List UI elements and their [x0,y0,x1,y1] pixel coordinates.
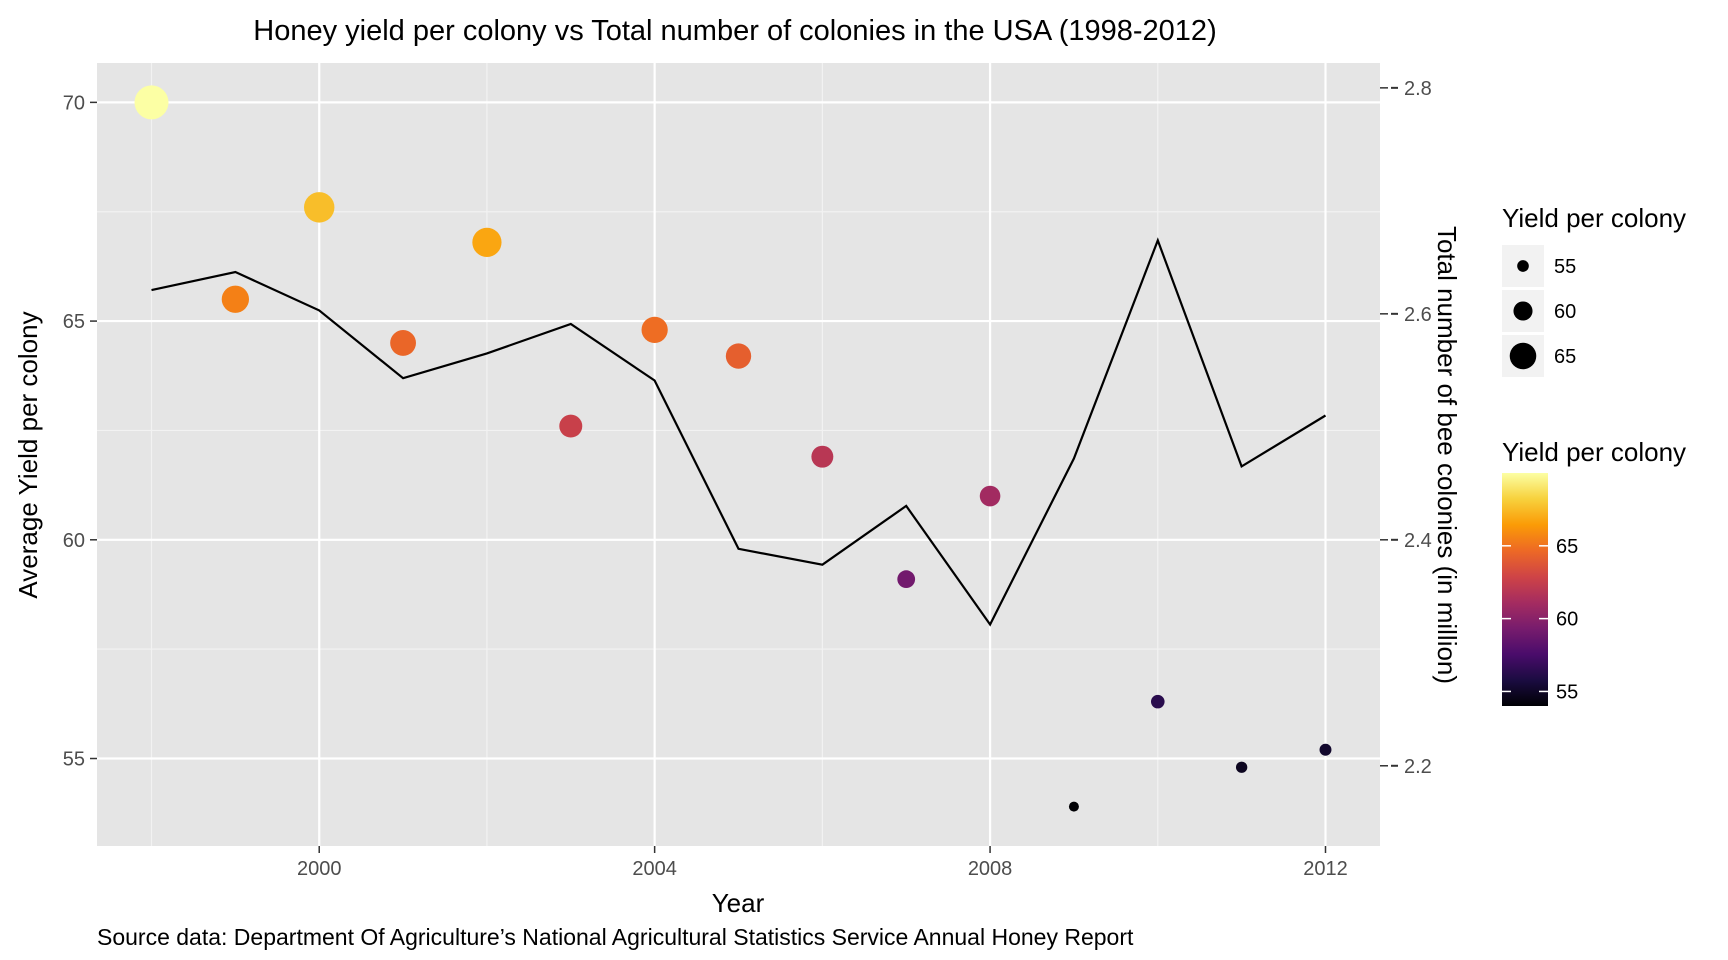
yield-point [1068,801,1079,812]
color-legend-bar [1502,473,1548,706]
colonies-line [151,237,1327,627]
size-legend-dot [1517,260,1529,272]
size-legend-dot [1513,301,1533,321]
y-tick-label: 60 [63,530,85,552]
plot-panel [97,63,1380,846]
yield-point [641,316,668,343]
y2-axis-label: Total number of bee colonies (in million… [1432,226,1462,684]
yield-point [1319,743,1332,756]
x-axis: 2000 2004 2008 2012 [297,846,1348,880]
chart-title: Honey yield per colony vs Total number o… [253,15,1216,47]
color-legend: 65 60 55 [1502,536,1578,703]
y-tick-label: 55 [63,749,85,771]
yield-point [559,414,583,438]
y-axis-label: Average Yield per colony [13,311,43,598]
x-tick-label: 2012 [1303,858,1348,880]
color-legend-label: 60 [1556,609,1578,631]
size-legend-label: 55 [1554,256,1576,278]
yield-point [221,285,250,313]
x-axis-label: Year [712,888,765,918]
x-tick-label: 2004 [632,858,677,880]
y2-tick-label: 2.4 [1404,530,1432,552]
yield-points [134,85,1332,812]
y-axis-right: 2.2 2.4 2.6 2.8 [1380,78,1432,778]
y-tick-label: 70 [63,92,85,114]
y-axis-left: 55 60 65 70 [63,92,97,771]
color-legend-label: 55 [1556,681,1578,703]
y2-tick-label: 2.2 [1404,756,1432,778]
yield-point [472,227,502,257]
source-caption: Source data: Department Of Agriculture’s… [97,924,1134,950]
yield-point [811,445,834,468]
yield-point [1235,761,1248,773]
grid-major [97,63,1380,846]
yield-point [725,343,752,369]
yield-point [134,85,169,120]
yield-point [304,192,335,223]
color-legend-title: Yield per colony [1502,437,1686,467]
yield-point [979,485,1001,507]
y2-tick-label: 2.8 [1404,78,1432,100]
size-legend: 55 60 65 [1502,245,1576,377]
color-legend-label: 65 [1556,536,1578,558]
size-legend-title: Yield per colony [1502,203,1686,233]
y2-tick-label: 2.6 [1404,304,1432,326]
yield-point [390,330,416,356]
size-legend-label: 60 [1554,301,1576,323]
size-legend-label: 65 [1554,346,1576,368]
x-tick-label: 2008 [968,858,1013,880]
size-legend-dot [1509,342,1537,370]
yield-point [897,570,916,589]
yield-point [1150,694,1165,709]
y-tick-label: 65 [63,311,85,333]
x-tick-label: 2000 [297,858,342,880]
